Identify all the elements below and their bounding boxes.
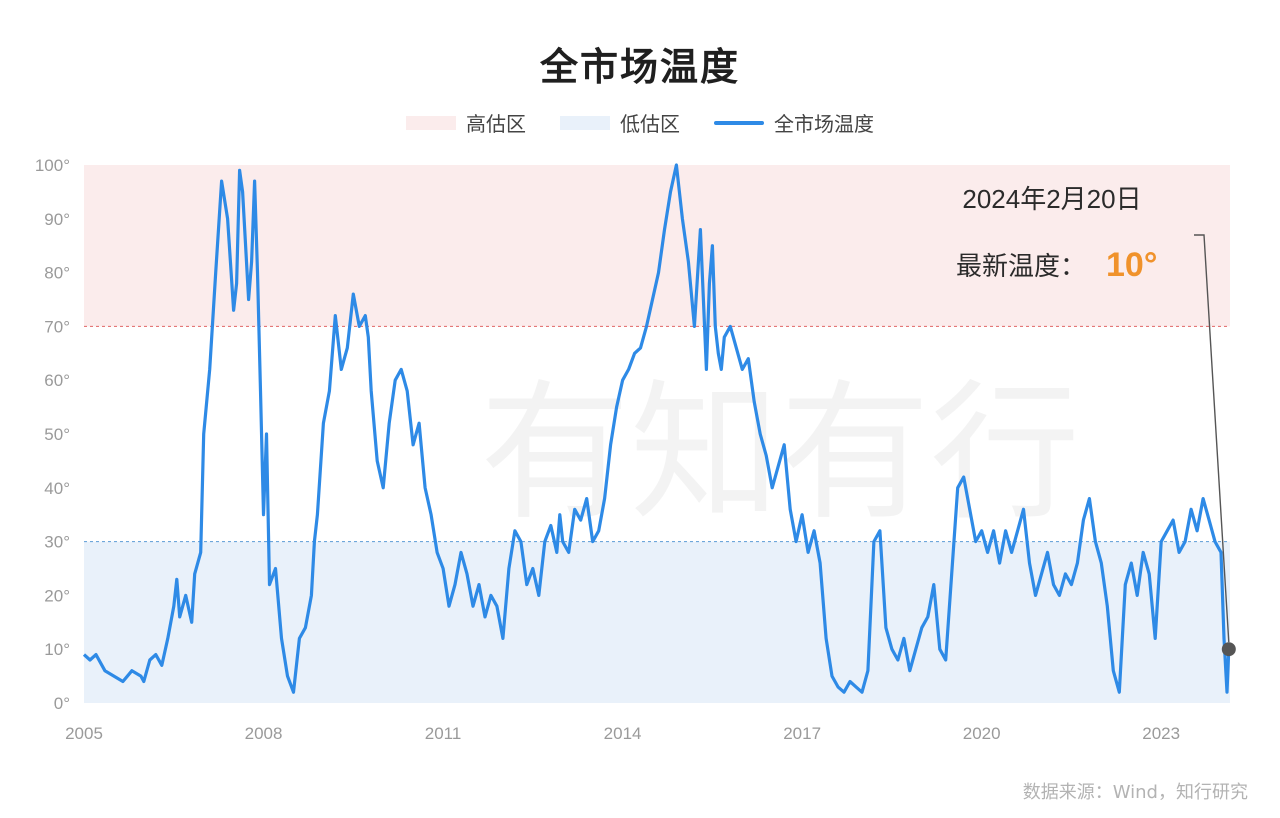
annotation-leader-line bbox=[1194, 234, 1230, 643]
series-swatch bbox=[714, 120, 764, 125]
latest-annotation: 2024年2月20日 最新温度： 10° bbox=[956, 184, 1236, 657]
annotation-label: 最新温度： bbox=[956, 252, 1086, 282]
legend-label-high-zone: 高估区 bbox=[466, 112, 526, 136]
annotation-value: 10° bbox=[1106, 246, 1157, 284]
x-tick-label: 2017 bbox=[783, 724, 821, 743]
y-tick-label: 0° bbox=[54, 694, 70, 713]
low-zone-band bbox=[84, 541, 1230, 703]
x-tick-label: 2023 bbox=[1142, 724, 1180, 743]
legend-label-series: 全市场温度 bbox=[774, 112, 874, 136]
legend-item-high-zone[interactable]: 高估区 bbox=[406, 108, 526, 137]
y-tick-label: 30° bbox=[44, 533, 70, 552]
high-zone-band bbox=[84, 165, 1230, 327]
y-tick-label: 80° bbox=[44, 264, 70, 283]
series-line-temperature bbox=[82, 163, 1231, 694]
x-axis: 2005 2008 2011 2014 2017 2020 2023 bbox=[65, 724, 1180, 743]
y-tick-label: 20° bbox=[44, 586, 70, 605]
chart-title: 全市场温度 bbox=[539, 45, 740, 89]
source-note: 数据来源：Wind，知行研究 bbox=[1022, 782, 1248, 803]
low-zone-swatch bbox=[560, 115, 610, 130]
x-tick-label: 2005 bbox=[65, 724, 103, 743]
x-tick-label: 2020 bbox=[963, 724, 1001, 743]
y-axis: 0° 10° 20° 30° 40° 50° 60° 70° 80° 90° 100° bbox=[35, 156, 70, 713]
y-tick-label: 40° bbox=[44, 479, 70, 498]
legend: 高估区 低估区 全市场温度 bbox=[0, 108, 1280, 137]
y-tick-label: 10° bbox=[44, 640, 70, 659]
y-tick-label: 60° bbox=[44, 371, 70, 390]
threshold-lines bbox=[84, 325, 1230, 543]
legend-item-low-zone[interactable]: 低估区 bbox=[560, 108, 680, 137]
y-tick-label: 50° bbox=[44, 425, 70, 444]
high-zone-swatch bbox=[406, 115, 456, 130]
legend-label-low-zone: 低估区 bbox=[620, 112, 680, 136]
x-tick-label: 2008 bbox=[245, 724, 283, 743]
x-tick-label: 2011 bbox=[425, 724, 462, 743]
legend-item-series[interactable]: 全市场温度 bbox=[714, 108, 874, 137]
latest-point-marker bbox=[1221, 642, 1236, 657]
y-tick-label: 70° bbox=[44, 317, 70, 336]
y-tick-label: 100° bbox=[35, 156, 70, 175]
y-tick-label: 90° bbox=[44, 210, 70, 229]
x-tick-label: 2014 bbox=[604, 724, 642, 743]
annotation-date: 2024年2月20日 bbox=[962, 184, 1141, 214]
